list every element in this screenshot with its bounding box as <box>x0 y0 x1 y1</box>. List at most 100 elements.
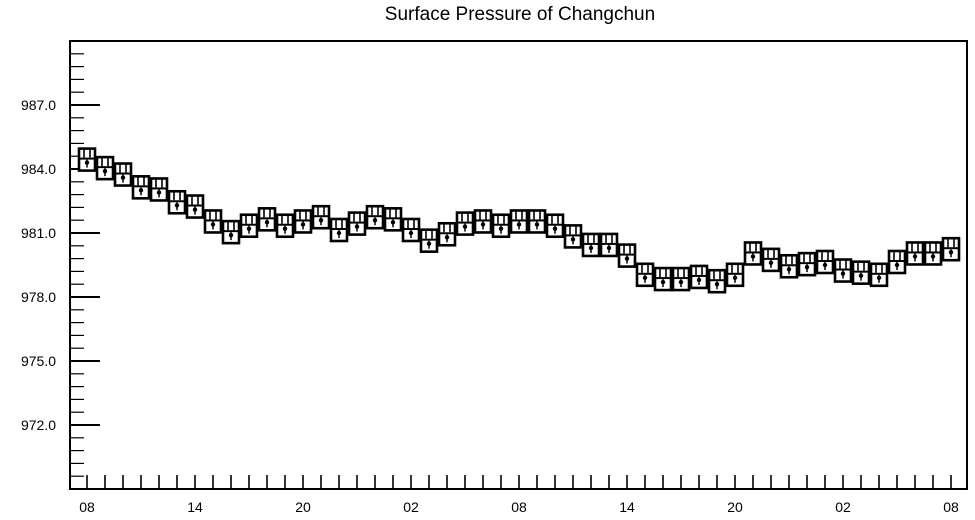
marker-dot <box>912 254 918 259</box>
data-point <box>329 217 349 243</box>
data-point <box>905 241 925 266</box>
data-point <box>131 175 151 200</box>
data-point <box>743 241 763 266</box>
marker-dot <box>786 267 792 272</box>
data-point <box>563 224 583 249</box>
y-tick-label: 972.0 <box>21 417 56 433</box>
data-point <box>725 262 745 288</box>
marker-dot <box>138 188 144 193</box>
data-point <box>617 243 637 268</box>
marker-dot <box>858 273 864 278</box>
x-tick-label: 20 <box>295 499 311 515</box>
marker-dot <box>642 275 648 280</box>
data-point <box>545 213 565 239</box>
data-point <box>347 211 367 236</box>
data-point <box>815 249 835 275</box>
marker-dot <box>102 168 108 174</box>
marker-dot <box>750 254 756 259</box>
data-point <box>635 262 655 288</box>
data-point <box>167 189 187 215</box>
marker-dot <box>822 262 828 268</box>
marker-dot <box>390 220 396 225</box>
data-point <box>149 177 169 202</box>
data-point <box>365 204 385 230</box>
data-point <box>95 155 115 181</box>
marker-dot <box>408 230 414 236</box>
marker-dot <box>732 275 738 280</box>
marker-dot <box>372 218 378 223</box>
data-point <box>761 247 781 273</box>
marker-dot <box>264 220 270 225</box>
x-tick-label: 08 <box>511 499 527 515</box>
marker-dot <box>318 218 324 223</box>
data-point <box>239 213 259 239</box>
marker-dot <box>696 277 702 283</box>
data-point <box>437 221 457 247</box>
data-point <box>941 236 961 262</box>
data-point <box>293 209 313 234</box>
marker-dot <box>444 235 450 240</box>
chart-title: Surface Pressure of Changchun <box>384 4 656 25</box>
data-point <box>311 204 331 230</box>
marker-dot <box>336 230 342 236</box>
data-point <box>923 241 943 266</box>
marker-dot <box>678 279 684 285</box>
y-tick-label: 981.0 <box>21 225 56 241</box>
marker-dot <box>714 282 720 287</box>
data-point <box>653 266 673 292</box>
data-point <box>707 268 727 294</box>
data-point <box>113 162 133 187</box>
data-point <box>257 207 277 232</box>
data-point <box>77 147 97 172</box>
marker-dot <box>210 222 216 227</box>
y-tick-label: 975.0 <box>21 353 56 369</box>
x-tick-label: 02 <box>835 499 851 515</box>
marker-dot <box>462 224 468 229</box>
data-markers <box>77 147 961 294</box>
marker-dot <box>516 222 522 227</box>
x-axis: 08 14 20 02 08 14 20 02 08 <box>79 475 959 515</box>
marker-dot <box>876 275 882 280</box>
data-point <box>185 194 205 219</box>
data-point <box>599 232 619 258</box>
data-point <box>221 219 241 245</box>
x-tick-label: 02 <box>403 499 419 515</box>
marker-dot <box>588 245 594 251</box>
data-point <box>887 249 907 275</box>
x-tick-label: 08 <box>79 499 95 515</box>
x-tick-label: 14 <box>619 499 635 515</box>
marker-dot <box>156 190 162 195</box>
marker-dot <box>480 222 486 227</box>
data-point <box>419 228 439 253</box>
marker-dot <box>552 226 558 231</box>
data-point <box>581 232 601 258</box>
marker-dot <box>948 250 954 255</box>
marker-dot <box>660 279 666 285</box>
data-point <box>797 251 817 277</box>
data-point <box>851 260 871 285</box>
marker-dot <box>84 160 90 165</box>
marker-dot <box>300 222 306 227</box>
marker-dot <box>174 203 180 208</box>
data-point <box>869 262 889 288</box>
data-point <box>833 258 853 283</box>
marker-dot <box>570 237 576 242</box>
y-axis: 972.0 975.0 978.0 981.0 984.0 987.0 <box>21 53 100 490</box>
data-point <box>455 211 475 236</box>
y-tick-label: 987.0 <box>21 97 56 113</box>
marker-dot <box>606 245 612 251</box>
marker-dot <box>426 241 432 246</box>
marker-dot <box>894 262 900 268</box>
x-tick-label: 08 <box>943 499 959 515</box>
y-tick-label: 984.0 <box>21 161 56 177</box>
data-point <box>689 264 709 290</box>
marker-dot <box>120 175 126 180</box>
marker-dot <box>768 260 774 266</box>
data-point <box>671 266 691 292</box>
data-point <box>779 253 799 279</box>
data-point <box>401 217 421 243</box>
data-point <box>383 207 403 232</box>
marker-dot <box>354 224 360 229</box>
x-tick-label: 14 <box>187 499 203 515</box>
